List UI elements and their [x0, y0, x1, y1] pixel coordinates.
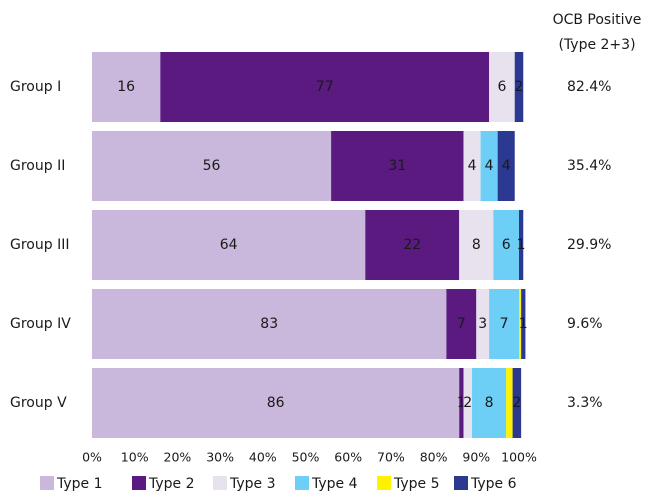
x-tick-label: 50% [292, 450, 320, 465]
bar-segment [497, 131, 515, 201]
bar-segment [365, 210, 460, 280]
x-tick-label: 10% [121, 450, 149, 465]
data-label: 83 [260, 316, 278, 332]
bar-segment [519, 210, 524, 280]
data-label: 8 [472, 237, 481, 253]
x-tick-label: 30% [206, 450, 234, 465]
bar-segment [463, 131, 481, 201]
bar-segment [514, 52, 524, 122]
bar-segment [92, 131, 332, 201]
side-value: 35.4% [567, 158, 611, 174]
data-label: 1 [457, 395, 466, 411]
data-label: 4 [502, 158, 511, 174]
legend-swatch [295, 476, 309, 490]
y-tick-label: Group V [10, 395, 67, 411]
legend-label: Type 4 [311, 476, 358, 492]
bar-segment [459, 210, 494, 280]
data-label: 1 [519, 316, 528, 332]
bar-segment [92, 368, 460, 438]
data-label: 6 [502, 237, 511, 253]
bar-segment [92, 210, 366, 280]
data-label: 22 [403, 237, 421, 253]
side-title: (Type 2+3) [558, 37, 635, 53]
y-tick-label: Group II [10, 158, 65, 174]
y-tick-label: Group III [10, 237, 69, 253]
data-label: 4 [468, 158, 477, 174]
bar-segment [472, 368, 507, 438]
legend-label: Type 6 [470, 476, 517, 492]
legend-swatch [132, 476, 146, 490]
bar-segment [489, 52, 515, 122]
x-tick-label: 100% [501, 450, 537, 465]
legend-label: Type 2 [148, 476, 195, 492]
x-tick-label: 70% [377, 450, 405, 465]
side-value: 9.6% [567, 316, 603, 332]
data-label: 3 [478, 316, 487, 332]
bar-segment [512, 368, 522, 438]
y-tick-label: Group I [10, 79, 61, 95]
data-label: 2 [512, 395, 521, 411]
data-label: 2 [463, 395, 472, 411]
bar-segment [463, 368, 473, 438]
data-label: 7 [500, 316, 509, 332]
y-tick-label: Group IV [10, 316, 71, 332]
x-tick-label: 80% [420, 450, 448, 465]
bar-segment [506, 368, 513, 438]
data-label: 16 [117, 79, 135, 95]
bar-segment [476, 289, 490, 359]
data-label: 56 [203, 158, 221, 174]
data-label: 31 [388, 158, 406, 174]
side-value: 82.4% [567, 79, 611, 95]
bar-segment [331, 131, 464, 201]
side-title: OCB Positive [553, 12, 642, 28]
side-value: 29.9% [567, 237, 611, 253]
bar-segment [459, 368, 464, 438]
data-label: 86 [267, 395, 285, 411]
bar-segment [519, 289, 522, 359]
bar-segment [489, 289, 519, 359]
legend-label: Type 1 [56, 476, 103, 492]
bar-segment [160, 52, 490, 122]
bar-segment [446, 289, 477, 359]
data-label: 6 [497, 79, 506, 95]
legend-swatch [40, 476, 54, 490]
bar-segment [493, 210, 519, 280]
bar-segment [92, 52, 161, 122]
legend-label: Type 5 [393, 476, 440, 492]
data-label: 77 [316, 79, 334, 95]
data-label: 2 [515, 79, 524, 95]
data-label: 7 [457, 316, 466, 332]
bar-segment [521, 289, 526, 359]
legend-swatch [454, 476, 468, 490]
legend-swatch [213, 476, 227, 490]
x-tick-label: 0% [82, 450, 102, 465]
bar-segment [480, 131, 498, 201]
x-tick-label: 90% [462, 450, 490, 465]
data-label: 1 [517, 237, 526, 253]
legend-label: Type 3 [229, 476, 276, 492]
bar-segment [92, 289, 447, 359]
side-value: 3.3% [567, 395, 603, 411]
legend-swatch [377, 476, 391, 490]
data-label: 8 [485, 395, 494, 411]
x-tick-label: 60% [334, 450, 362, 465]
x-tick-label: 20% [164, 450, 192, 465]
data-label: 64 [220, 237, 238, 253]
x-tick-label: 40% [249, 450, 277, 465]
data-label: 4 [485, 158, 494, 174]
